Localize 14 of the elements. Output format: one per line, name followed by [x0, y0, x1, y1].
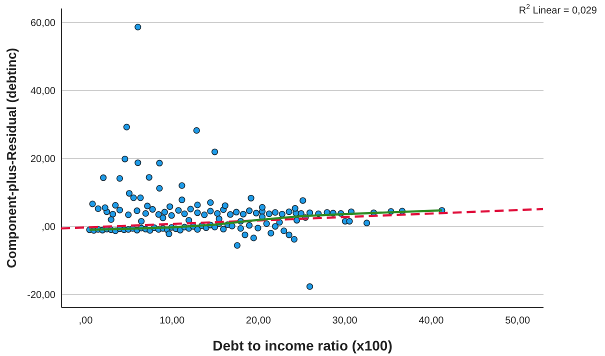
x-tick-label: 20,00 — [246, 316, 272, 326]
y-axis-title: Component-plus-Residual (debtinc) — [4, 48, 20, 268]
y-tick-label: 40,00 — [30, 86, 56, 97]
x-tick-label: ,00 — [78, 316, 94, 326]
x-tick-label: 30,00 — [332, 316, 358, 326]
y-tick-label: 60,00 — [30, 18, 56, 29]
x-tick-label: 40,00 — [418, 316, 444, 326]
x-axis-title: Debt to income ratio (x100) — [212, 338, 392, 354]
y-tick-label: -20,00 — [27, 290, 56, 301]
y-tick-label: ,00 — [42, 222, 56, 233]
x-tick-label: 10,00 — [160, 316, 186, 326]
x-tick-label: 50,00 — [505, 316, 531, 326]
annotation: R$^{2}$ Linear = 0,029 — [518, 4, 597, 16]
y-tick-label: 20,00 — [30, 154, 56, 165]
